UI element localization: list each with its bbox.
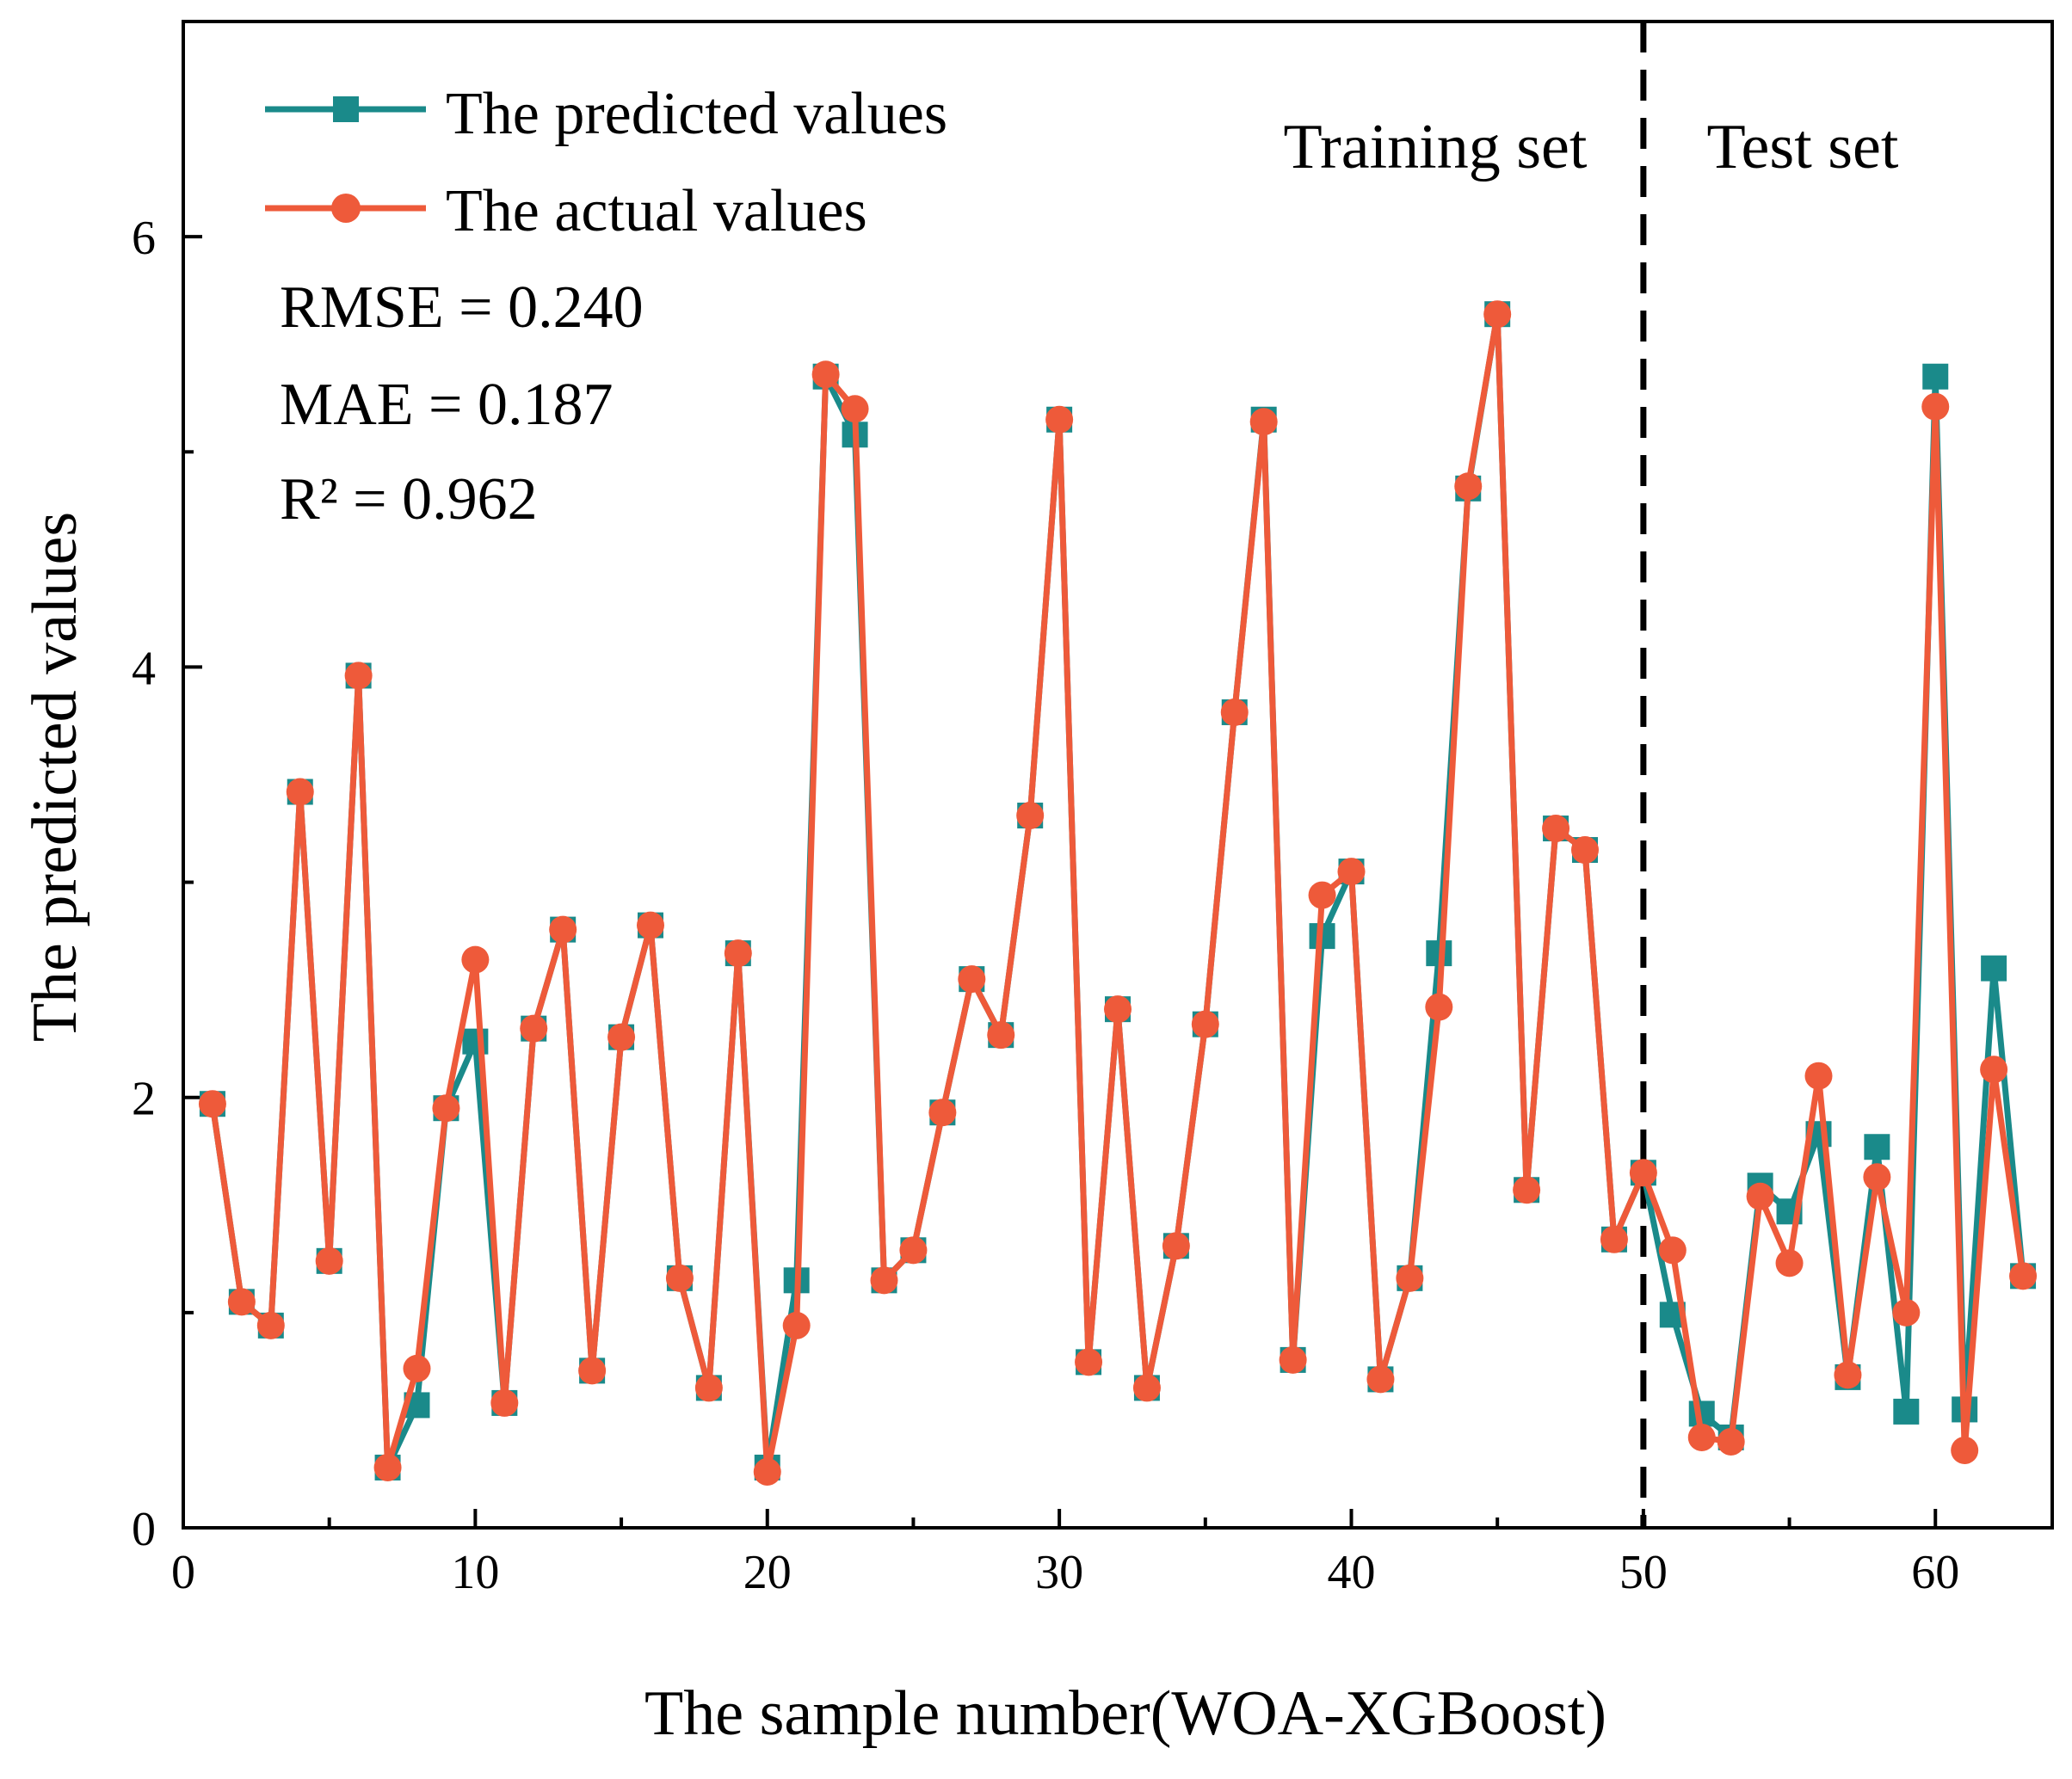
annotation-r2: R² = 0.962 [280,466,538,532]
region-label-test: Test set [1707,112,1899,182]
x-tick-label: 30 [1035,1546,1083,1599]
actual-point [1308,881,1336,909]
actual-point [1454,472,1483,501]
actual-point [1104,995,1132,1024]
actual-point [1863,1163,1891,1191]
actual-point [958,965,986,994]
actual-point [1834,1361,1862,1389]
actual-point [520,1014,548,1043]
y-tick-label: 6 [132,212,156,265]
x-tick-label: 20 [743,1546,792,1599]
legend-predicted-marker [333,96,359,122]
actual-point [1513,1176,1541,1204]
actual-point [1658,1236,1687,1265]
actual-point [1075,1348,1103,1376]
actual-point [1542,815,1570,843]
actual-point [315,1247,343,1275]
x-tick-label: 40 [1328,1546,1376,1599]
x-tick-label: 50 [1619,1546,1668,1599]
region-label-training: Training set [1284,112,1588,182]
tick-labels: 0 10 20 30 40 50 60 0 2 4 6 [132,212,1959,1599]
predicted-point [1864,1134,1890,1160]
actual-point [1921,392,1950,421]
actual-point [403,1354,431,1382]
actual-point [1016,802,1045,830]
x-axis-title: The sample number(WOA-XGBoost) [644,1678,1606,1749]
series-actual [198,300,2038,1486]
annotation-mae: MAE = 0.187 [280,372,614,438]
actual-point [1220,698,1249,726]
actual-point [578,1357,607,1385]
actual-point [782,1311,811,1339]
actual-point [811,360,840,389]
x-tick-label: 60 [1911,1546,1959,1599]
actual-point [1980,1056,2008,1084]
legend-actual-label: The actual values [446,178,867,244]
actual-point [1746,1182,1774,1210]
actual-point [899,1236,928,1265]
predicted-point [1981,955,2007,982]
actual-point [227,1288,256,1316]
x-tick-label: 0 [171,1546,195,1599]
actual-point [1045,405,1074,434]
y-tick-label: 0 [132,1503,156,1556]
actual-point [256,1311,285,1339]
actual-point [694,1374,723,1402]
y-tick-label: 4 [132,642,156,695]
y-tick-label: 2 [132,1073,156,1126]
data-series [198,300,2038,1486]
legend-predicted-label: The predicted values [446,81,947,147]
annotation-rmse: RMSE = 0.240 [280,274,644,341]
predicted-point [1893,1398,1920,1425]
predicted-point [462,1028,489,1055]
actual-point [870,1266,898,1295]
actual-point [1687,1423,1716,1451]
actual-point [286,778,314,806]
actual-point [1366,1365,1395,1394]
actual-point [1717,1427,1745,1456]
actual-point [1629,1159,1657,1187]
actual-point [637,911,664,939]
actual-point [928,1099,957,1127]
actual-point [198,1090,226,1118]
actual-point [724,939,752,968]
y-axis-title: The predicted values [20,512,90,1042]
actual-point [1191,1010,1219,1038]
actual-point [1892,1298,1921,1327]
actual-point [1396,1264,1424,1292]
actual-point [1249,408,1278,436]
actual-point [1132,1374,1161,1402]
actual-point [432,1094,460,1123]
actual-point [373,1453,402,1481]
actual-point [1775,1249,1804,1277]
x-tick-label: 10 [451,1546,499,1599]
predicted-point [1922,363,1949,390]
actual-point [344,662,373,690]
actual-point [2009,1262,2038,1290]
actual-point [1804,1062,1833,1090]
actual-point [1425,993,1453,1021]
actual-point [1600,1225,1628,1253]
actual-point [841,395,869,423]
actual-point [549,915,577,944]
actual-point [1279,1345,1307,1374]
actual-point [1162,1232,1190,1260]
legend-actual-marker [331,194,361,223]
actual-point [987,1021,1015,1050]
actual-point [1951,1436,1979,1464]
actual-point [461,945,490,974]
actual-point [1483,300,1512,329]
actual-point [607,1023,636,1051]
actual-point [665,1264,694,1292]
actual-point [753,1457,781,1486]
legend: The predicted values The actual values [265,81,947,244]
actual-point [1571,836,1599,865]
plot-frame [182,20,2054,1530]
actual-point [1337,858,1366,886]
actual-point [490,1388,519,1417]
